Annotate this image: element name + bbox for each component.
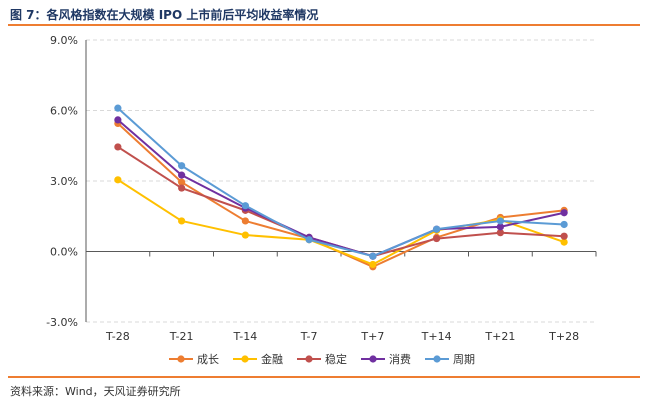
data-point <box>178 184 186 192</box>
data-point <box>496 229 504 237</box>
y-tick-label: 6.0% <box>50 105 78 118</box>
data-point <box>560 209 568 217</box>
legend-item: 消费 <box>361 352 411 366</box>
legend-item: 金融 <box>233 352 283 366</box>
series-line <box>117 107 565 258</box>
axes: 9.0% 6.0% 3.0% 0.0% -3.0% T-28 T-21 T-14 T-7 T+7 T… <box>46 34 597 343</box>
series-lines <box>114 104 568 271</box>
x-tick-label: T-7 <box>300 330 318 343</box>
y-tick-label: 0.0% <box>50 246 78 259</box>
x-tick-label: T-28 <box>105 330 130 343</box>
legend-swatch-marker <box>241 355 249 363</box>
x-tick-label: T-21 <box>169 330 194 343</box>
data-point <box>496 223 504 231</box>
y-tick-label: 9.0% <box>50 34 78 47</box>
x-tick-label: T+14 <box>421 330 452 343</box>
series-line <box>117 146 565 258</box>
y-tick-label: -3.0% <box>46 316 78 329</box>
title-rule <box>8 24 640 26</box>
data-point <box>560 238 568 246</box>
chart-title: 图 7：各风格指数在大规模 IPO 上市前后平均收益率情况 <box>10 8 319 22</box>
data-point <box>114 143 122 151</box>
data-point <box>178 217 186 225</box>
legend-label: 成长 <box>197 353 219 366</box>
grid-lines <box>86 39 596 323</box>
data-point <box>114 116 122 124</box>
data-point <box>305 236 313 244</box>
data-point <box>178 178 186 186</box>
data-point <box>114 176 122 184</box>
source-rule <box>8 376 640 378</box>
legend-item: 稳定 <box>297 352 347 366</box>
legend: 成长 金融 稳定 消费 周期 <box>169 352 475 366</box>
data-point <box>178 162 186 170</box>
x-tick-label: T-14 <box>233 330 258 343</box>
data-point <box>369 260 377 269</box>
x-tick-label: T+21 <box>484 330 515 343</box>
data-point <box>433 225 441 233</box>
series-line <box>117 122 565 268</box>
data-point <box>114 104 122 112</box>
legend-label: 稳定 <box>325 352 347 366</box>
legend-label: 周期 <box>453 353 475 366</box>
x-tick-label: T+7 <box>360 330 384 343</box>
data-point <box>178 171 186 179</box>
data-point <box>241 231 249 239</box>
data-point <box>560 220 568 229</box>
x-tick-label: T+28 <box>548 330 579 343</box>
data-point <box>369 252 377 260</box>
legend-item: 成长 <box>169 353 219 366</box>
data-point <box>496 217 504 225</box>
legend-label: 金融 <box>261 352 283 366</box>
y-tick-label: 3.0% <box>50 175 78 188</box>
legend-swatch-marker <box>305 355 313 363</box>
data-point <box>433 234 441 243</box>
source-note: 资料来源：Wind，天风证券研究所 <box>10 385 181 398</box>
data-point <box>560 232 568 240</box>
legend-label: 消费 <box>389 352 411 366</box>
legend-item: 周期 <box>425 353 475 366</box>
legend-swatch-marker <box>433 355 441 363</box>
legend-swatch-marker <box>369 355 377 363</box>
series-line <box>117 119 565 258</box>
data-point <box>241 202 249 210</box>
legend-swatch-marker <box>177 355 185 363</box>
data-point <box>241 217 249 225</box>
